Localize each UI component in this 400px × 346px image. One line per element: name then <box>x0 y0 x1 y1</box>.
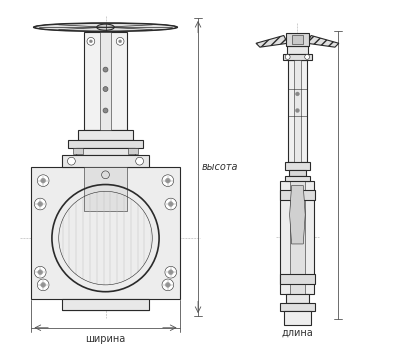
Bar <box>280 181 314 294</box>
Bar <box>78 130 133 140</box>
Circle shape <box>116 37 124 45</box>
Text: высота: высота <box>202 162 238 172</box>
Circle shape <box>166 178 170 183</box>
Bar <box>280 274 315 284</box>
Circle shape <box>162 279 174 291</box>
Circle shape <box>41 178 46 183</box>
Bar <box>280 190 315 200</box>
Circle shape <box>68 157 75 165</box>
Circle shape <box>136 157 144 165</box>
Circle shape <box>103 108 108 113</box>
Circle shape <box>102 171 109 179</box>
Circle shape <box>162 175 174 186</box>
Circle shape <box>90 40 92 43</box>
Circle shape <box>103 86 108 91</box>
Circle shape <box>296 109 299 112</box>
Bar <box>68 140 142 147</box>
Text: ширина: ширина <box>85 334 126 344</box>
Bar <box>62 155 149 167</box>
Circle shape <box>38 270 43 275</box>
Circle shape <box>38 202 43 207</box>
Circle shape <box>34 198 46 210</box>
Circle shape <box>285 54 290 60</box>
Circle shape <box>305 54 310 60</box>
Bar <box>280 303 315 311</box>
Bar <box>100 31 111 130</box>
Circle shape <box>87 37 95 45</box>
Bar <box>286 33 309 46</box>
Circle shape <box>41 282 46 287</box>
Text: длина: длина <box>282 328 313 338</box>
Circle shape <box>168 270 173 275</box>
Circle shape <box>34 266 46 278</box>
Circle shape <box>37 175 49 186</box>
Bar <box>287 46 308 54</box>
Circle shape <box>37 279 49 291</box>
Bar <box>284 311 311 325</box>
Bar <box>32 167 180 299</box>
Bar <box>288 60 307 162</box>
Bar <box>285 162 310 170</box>
Circle shape <box>168 202 173 207</box>
Bar <box>84 31 127 130</box>
Ellipse shape <box>97 24 114 30</box>
Circle shape <box>165 198 177 210</box>
Polygon shape <box>256 36 288 47</box>
Circle shape <box>296 92 299 96</box>
Bar <box>294 60 301 162</box>
Bar <box>289 170 306 176</box>
Bar <box>128 148 138 154</box>
Bar <box>283 54 312 60</box>
Bar <box>84 167 127 211</box>
Bar <box>292 35 303 44</box>
Polygon shape <box>290 185 305 244</box>
Circle shape <box>119 40 122 43</box>
Bar <box>73 148 83 154</box>
Bar <box>76 147 135 155</box>
Polygon shape <box>307 36 339 47</box>
Circle shape <box>166 282 170 287</box>
Bar <box>290 181 305 294</box>
Ellipse shape <box>34 23 178 31</box>
Bar <box>62 299 149 310</box>
Circle shape <box>165 266 177 278</box>
Circle shape <box>103 67 108 72</box>
Bar <box>286 294 309 303</box>
Bar <box>285 176 310 181</box>
